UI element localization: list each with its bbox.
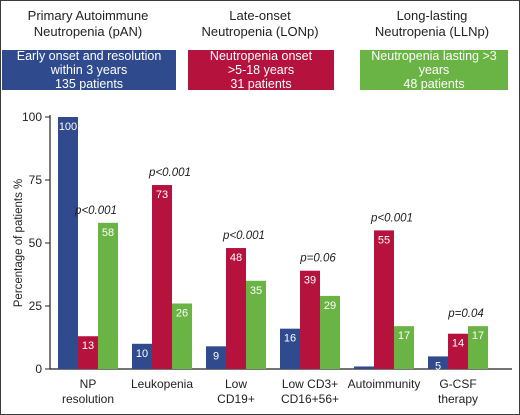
bar-value-label: 55 — [378, 234, 390, 246]
group-title-line: Primary Autoimmune — [27, 8, 149, 23]
group-title-line: Long-lasting — [396, 8, 468, 23]
p-value-annotation: p<0.001 — [74, 205, 117, 217]
bar — [246, 280, 266, 369]
category-label: Autoimmunity — [348, 377, 421, 391]
bar-value-label: 17 — [398, 330, 410, 342]
bar — [226, 248, 246, 369]
bar — [132, 343, 152, 369]
group-box-line: 135 patients — [54, 77, 124, 91]
group-title-llnp: Long-lasting Neutropenia (LLNp) — [362, 8, 502, 40]
bar-value-label: 35 — [250, 285, 262, 297]
group-box-line: >5-18 years — [227, 63, 295, 77]
bar-value-label: 26 — [176, 307, 188, 319]
category-label: G-CSF — [439, 377, 476, 391]
group-box-llnp: Neutropenia lasting >3 years 48 patients — [360, 49, 508, 91]
y-axis-title: Percentage of patients % — [13, 179, 25, 308]
category-label: NP — [80, 377, 97, 391]
y-tick-label: 25 — [29, 299, 43, 313]
group-box-line: Neutropenia lasting >3 years — [371, 49, 497, 77]
p-value-annotation: p<0.001 — [148, 167, 191, 179]
p-value-annotation: p=0.04 — [447, 308, 484, 320]
bar — [78, 336, 98, 369]
group-box-pan: Early onset and resolution within 3 year… — [2, 49, 176, 91]
bar — [448, 333, 468, 369]
category-label: Leukopenia — [131, 377, 193, 391]
bar — [428, 356, 448, 369]
bar-value-label: 10 — [136, 348, 148, 360]
bar — [320, 295, 340, 369]
group-box-line: within 3 years — [50, 63, 128, 77]
bar — [300, 270, 320, 369]
bar-value-label: 13 — [82, 340, 94, 352]
group-title-line: Neutropenia (LONp) — [201, 24, 319, 39]
bar — [206, 346, 226, 369]
bar — [280, 328, 300, 369]
bar-value-label: 39 — [304, 275, 316, 287]
category-label: therapy — [438, 392, 478, 406]
bar-value-label: 14 — [452, 338, 464, 350]
group-box-line: 48 patients — [403, 77, 465, 91]
bar — [152, 185, 172, 369]
y-tick-label: 50 — [29, 236, 43, 250]
bar-value-label: 17 — [472, 330, 484, 342]
category-label: CD19+ — [217, 392, 255, 406]
bar-value-label: 16 — [284, 333, 296, 345]
bar-value-label: 5 — [435, 360, 441, 372]
bar-value-label: 73 — [156, 189, 168, 201]
group-title-line: Neutropenia (pAN) — [33, 24, 143, 39]
group-box-lonp: Neutropenia onset >5-18 years 31 patient… — [188, 49, 334, 91]
group-title-lonp: Late-onset Neutropenia (LONp) — [190, 8, 330, 40]
group-box-line: 31 patients — [230, 77, 292, 91]
category-label: Low CD3+ — [282, 377, 338, 391]
bar-value-label: 100 — [59, 121, 77, 133]
p-value-annotation: p=0.06 — [299, 253, 336, 265]
bar — [394, 326, 414, 369]
bar — [374, 230, 394, 369]
group-title-line: Late-onset — [229, 8, 291, 23]
category-label: Low — [225, 377, 247, 391]
y-tick-label: 100 — [22, 110, 42, 124]
bar-value-label: 9 — [213, 350, 219, 362]
bar — [468, 326, 488, 369]
group-box-line: Early onset and resolution — [16, 49, 162, 63]
p-value-annotation: p<0.001 — [370, 212, 413, 224]
bar — [354, 366, 374, 369]
group-title-line: Neutropenia (LLNp) — [374, 24, 490, 39]
y-tick-label: 0 — [35, 362, 42, 376]
group-box-line: Neutropenia onset — [209, 49, 313, 63]
bar — [98, 222, 118, 369]
y-tick-label: 75 — [29, 173, 43, 187]
p-value-annotation: p<0.001 — [222, 230, 265, 242]
group-title-pan: Primary Autoimmune Neutropenia (pAN) — [8, 8, 168, 40]
bar-value-label: 29 — [324, 300, 336, 312]
bar-value-label: 48 — [230, 252, 242, 264]
bar — [58, 117, 78, 369]
category-label: CD16+56+ — [281, 392, 339, 406]
category-label: resolution — [62, 392, 114, 406]
bar-value-label: 58 — [102, 227, 114, 239]
bar — [172, 303, 192, 369]
